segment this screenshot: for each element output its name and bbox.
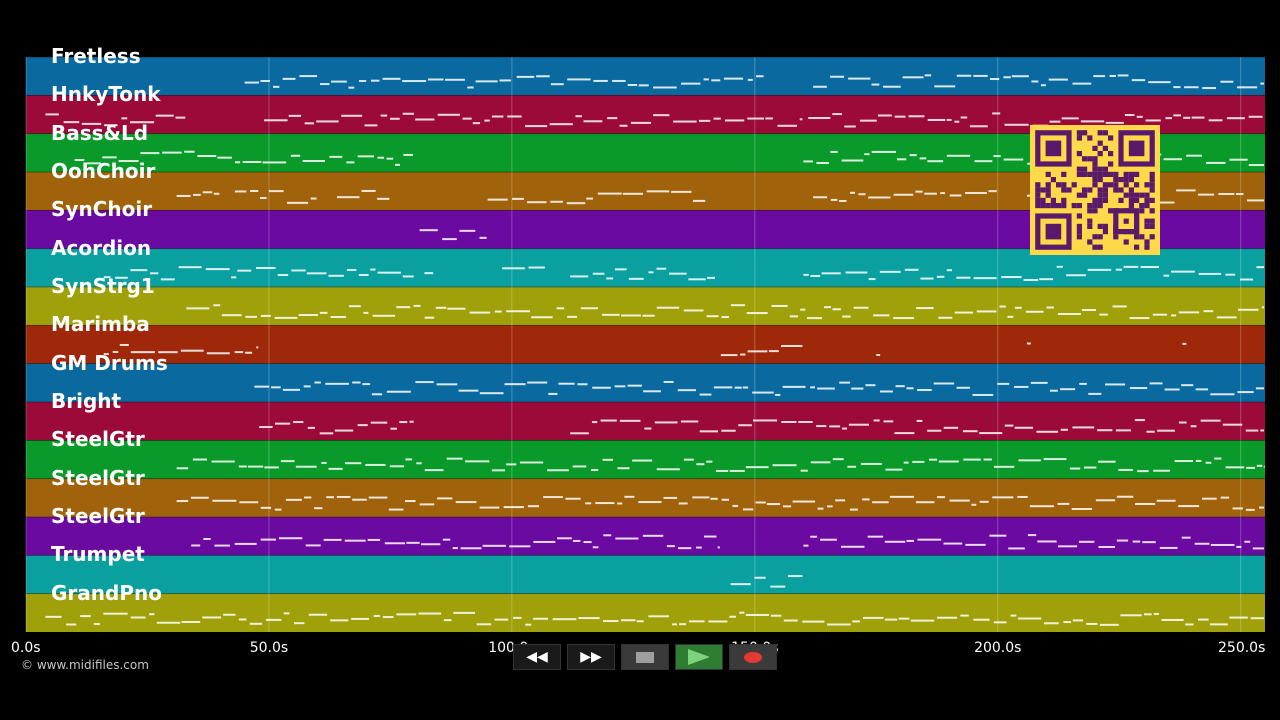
track-lane <box>26 57 1265 96</box>
track-label: Acordion <box>51 235 152 260</box>
transport-controls: ◀◀ ▶▶ <box>513 644 777 670</box>
track-label: Marimba <box>51 312 150 337</box>
play-icon <box>688 649 710 665</box>
fast-forward-icon: ▶▶ <box>580 649 602 665</box>
time-tick-label: 50.0s <box>249 640 289 656</box>
track-lane <box>26 593 1265 632</box>
copyright-notice: © www.midifiles.com <box>21 658 149 672</box>
stop-button[interactable] <box>621 644 669 670</box>
time-tick-label: 0.0s <box>11 640 41 656</box>
track-lane <box>26 440 1265 479</box>
time-tick-label: 250.0s <box>1218 640 1266 656</box>
track-label: HnkyTonk <box>51 82 161 107</box>
track-label: SteelGtr <box>51 427 145 452</box>
track-label: Bright <box>51 389 122 413</box>
track-label: GM Drums <box>51 350 168 375</box>
track-label: SynStrg1 <box>51 274 155 298</box>
rewind-icon: ◀◀ <box>526 649 548 665</box>
track-lane <box>26 402 1265 441</box>
track-lane <box>26 248 1265 287</box>
track-label: SteelGtr <box>51 465 145 490</box>
fast-forward-button[interactable]: ▶▶ <box>567 644 615 670</box>
track-lane <box>26 478 1265 517</box>
time-tick-label: 200.0s <box>974 640 1022 656</box>
track-label: Fretless <box>51 44 141 68</box>
track-label: Trumpet <box>51 542 145 567</box>
rewind-button[interactable]: ◀◀ <box>513 644 561 670</box>
track-label: GrandPno <box>51 580 162 605</box>
track-label: Bass&Ld <box>51 120 149 145</box>
track-label: SteelGtr <box>51 504 145 528</box>
record-button[interactable] <box>729 644 777 670</box>
track-lane <box>26 555 1265 594</box>
midi-notes <box>45 74 1265 626</box>
track-lane <box>26 287 1265 326</box>
play-button[interactable] <box>675 644 723 670</box>
stop-icon <box>636 651 654 663</box>
qr-code <box>1030 125 1160 255</box>
track-lane <box>26 363 1265 402</box>
record-icon <box>744 651 762 663</box>
track-label: OohChoir <box>51 159 156 183</box>
track-label: SynChoir <box>51 197 153 222</box>
track-lane <box>26 325 1265 364</box>
